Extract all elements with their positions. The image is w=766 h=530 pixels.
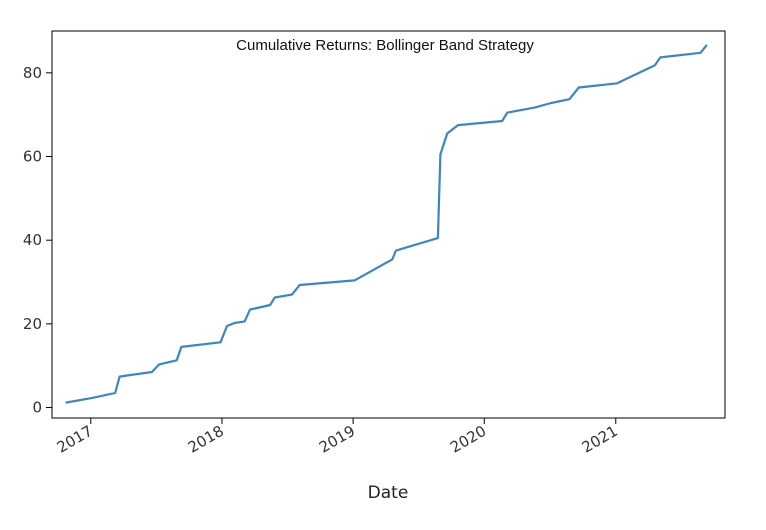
- y-tick-label: 40: [23, 231, 42, 249]
- y-tick-label: 80: [23, 64, 42, 82]
- plot-area-frame: [51, 30, 726, 419]
- x-tick-label: 2021: [579, 422, 621, 457]
- x-axis-label: Date: [368, 483, 409, 503]
- y-tick-label: 0: [32, 399, 42, 417]
- x-tick-label: 2020: [447, 422, 489, 457]
- x-tick-label: 2019: [316, 422, 358, 457]
- series-line-cumulative-returns: [65, 44, 708, 404]
- x-tick-label: 2017: [54, 422, 96, 457]
- chart-title: Cumulative Returns: Bollinger Band Strat…: [236, 37, 534, 54]
- x-axis-ticks: 2017 2018 2019 2020 2021: [54, 418, 621, 457]
- y-tick-label: 60: [23, 148, 42, 166]
- series-layer: [65, 44, 708, 404]
- y-tick-label: 20: [23, 315, 42, 333]
- y-axis-ticks: 0 20 40 60 80: [23, 64, 52, 417]
- x-tick-label: 2018: [185, 422, 227, 457]
